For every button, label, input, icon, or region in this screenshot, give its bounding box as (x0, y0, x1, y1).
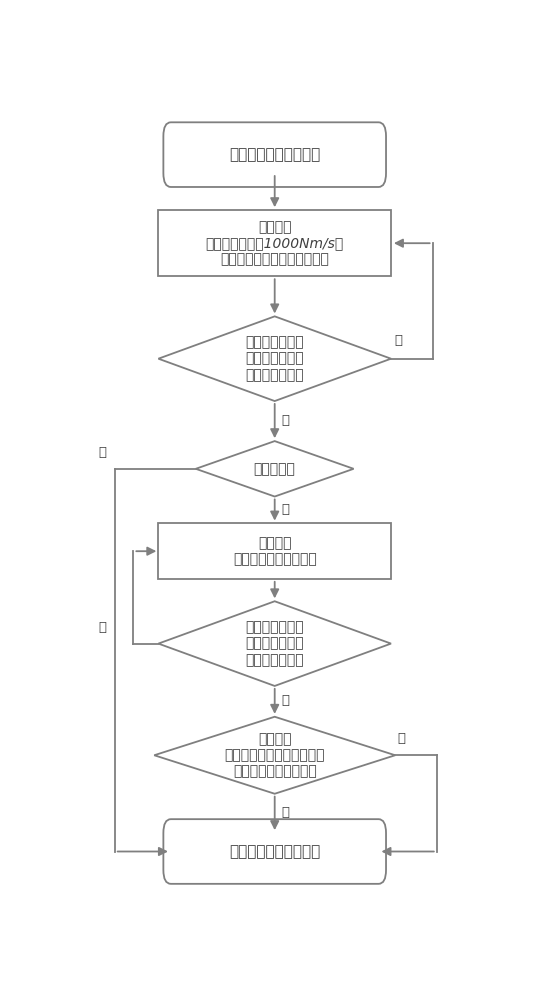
Polygon shape (158, 316, 391, 401)
Polygon shape (158, 601, 391, 686)
Text: 车辆前进？: 车辆前进？ (254, 462, 296, 476)
Bar (158, 210, 391, 276)
Text: 转矩增加
驱动电机转矩以1000Nm/s速
度增加，增加到设定值后停止: 转矩增加 驱动电机转矩以1000Nm/s速 度增加，增加到设定值后停止 (206, 220, 344, 266)
Polygon shape (196, 441, 354, 497)
Text: 否: 否 (394, 334, 403, 347)
FancyBboxPatch shape (163, 122, 386, 187)
Text: 驱动电机
转矩保持时间超过设定值？
正向转速超过设定值？: 驱动电机 转矩保持时间超过设定值？ 正向转速超过设定值？ (225, 732, 325, 778)
Bar (158, 523, 391, 579)
FancyBboxPatch shape (163, 819, 386, 884)
Text: 退出坡道起步辅助功能: 退出坡道起步辅助功能 (229, 844, 321, 859)
Text: 是: 是 (281, 694, 289, 707)
Text: 否: 否 (98, 446, 106, 459)
Text: 转矩保持
保持驱动电机输出转矩: 转矩保持 保持驱动电机输出转矩 (233, 536, 317, 566)
Text: 松开油门踏板？
松开制动踏板？
挡位在前进挡？: 松开油门踏板？ 松开制动踏板？ 挡位在前进挡？ (245, 336, 304, 382)
Polygon shape (154, 717, 395, 794)
Text: 松开油门踏板？
松开制动踏板？
挡位在前进挡？: 松开油门踏板？ 松开制动踏板？ 挡位在前进挡？ (245, 620, 304, 667)
Text: 进入坡道起步辅助功能: 进入坡道起步辅助功能 (229, 147, 321, 162)
Text: 否: 否 (397, 732, 405, 745)
Text: 否: 否 (98, 621, 106, 634)
Text: 是: 是 (281, 414, 289, 427)
Text: 是: 是 (281, 806, 289, 820)
Text: 是: 是 (281, 503, 289, 516)
